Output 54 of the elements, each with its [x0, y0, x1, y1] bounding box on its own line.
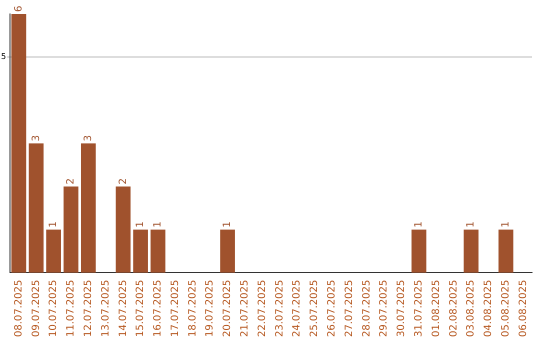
- x-tick-label: 16.07.2025: [152, 280, 164, 338]
- x-tick-label: 27.07.2025: [344, 280, 355, 338]
- bar: [150, 230, 166, 273]
- x-tick-label: 13.07.2025: [100, 280, 112, 338]
- data-label: 1: [500, 221, 512, 228]
- x-tick-label: 29.07.2025: [378, 280, 390, 338]
- bar: [80, 143, 96, 273]
- bar: [464, 230, 479, 273]
- x-tick-label: 18.07.2025: [187, 280, 198, 338]
- x-tick-label: 04.08.2025: [483, 280, 494, 338]
- y-tick-label: 5: [0, 52, 6, 62]
- bar: [64, 186, 78, 273]
- x-tick-label: 10.07.2025: [48, 280, 60, 338]
- x-tick-label: 11.07.2025: [66, 280, 77, 338]
- data-label: 3: [82, 134, 94, 142]
- x-tick-label: 21.07.2025: [240, 280, 251, 338]
- data-label: 2: [66, 178, 77, 184]
- data-label: 1: [414, 221, 425, 228]
- x-tick-label: 06.08.2025: [518, 280, 529, 338]
- data-label: 1: [48, 221, 60, 228]
- x-tick-label: 25.07.2025: [309, 280, 320, 338]
- x-tick-label: 03.08.2025: [466, 280, 477, 338]
- data-label: 2: [118, 178, 129, 184]
- x-tick-label: 14.07.2025: [118, 280, 129, 338]
- x-tick-label: 05.08.2025: [500, 280, 512, 338]
- x-tick-label: 23.07.2025: [274, 280, 286, 338]
- x-tick-label: 01.08.2025: [430, 280, 442, 338]
- data-label: 6: [13, 6, 24, 12]
- x-tick-label: 30.07.2025: [396, 280, 408, 338]
- bar: [220, 230, 235, 273]
- x-tick-label: 08.07.2025: [13, 280, 24, 338]
- x-tick-label: 20.07.2025: [222, 280, 234, 338]
- x-tick-label: 17.07.2025: [170, 280, 181, 338]
- x-tick-label: 22.07.2025: [256, 280, 268, 338]
- data-label: 1: [466, 221, 477, 228]
- data-label: 1: [152, 221, 164, 228]
- bar: [133, 230, 148, 273]
- x-tick-label: 31.07.2025: [414, 280, 425, 338]
- bar: [498, 230, 514, 273]
- data-label: 3: [30, 134, 42, 142]
- x-tick-label: 26.07.2025: [326, 280, 338, 338]
- x-tick-label: 02.08.2025: [448, 280, 460, 338]
- data-label: 1: [222, 221, 234, 228]
- bar: [412, 230, 426, 273]
- data-label: 1: [135, 221, 146, 228]
- x-tick-label: 28.07.2025: [361, 280, 372, 338]
- x-tick-label: 12.07.2025: [82, 280, 94, 338]
- x-tick-label: 19.07.2025: [204, 280, 216, 338]
- bar: [28, 143, 44, 273]
- x-tick-label: 15.07.2025: [135, 280, 146, 338]
- x-tick-label: 24.07.2025: [292, 280, 303, 338]
- x-tick-label: 09.07.2025: [30, 280, 42, 338]
- bar: [46, 230, 61, 273]
- bar: [116, 186, 131, 273]
